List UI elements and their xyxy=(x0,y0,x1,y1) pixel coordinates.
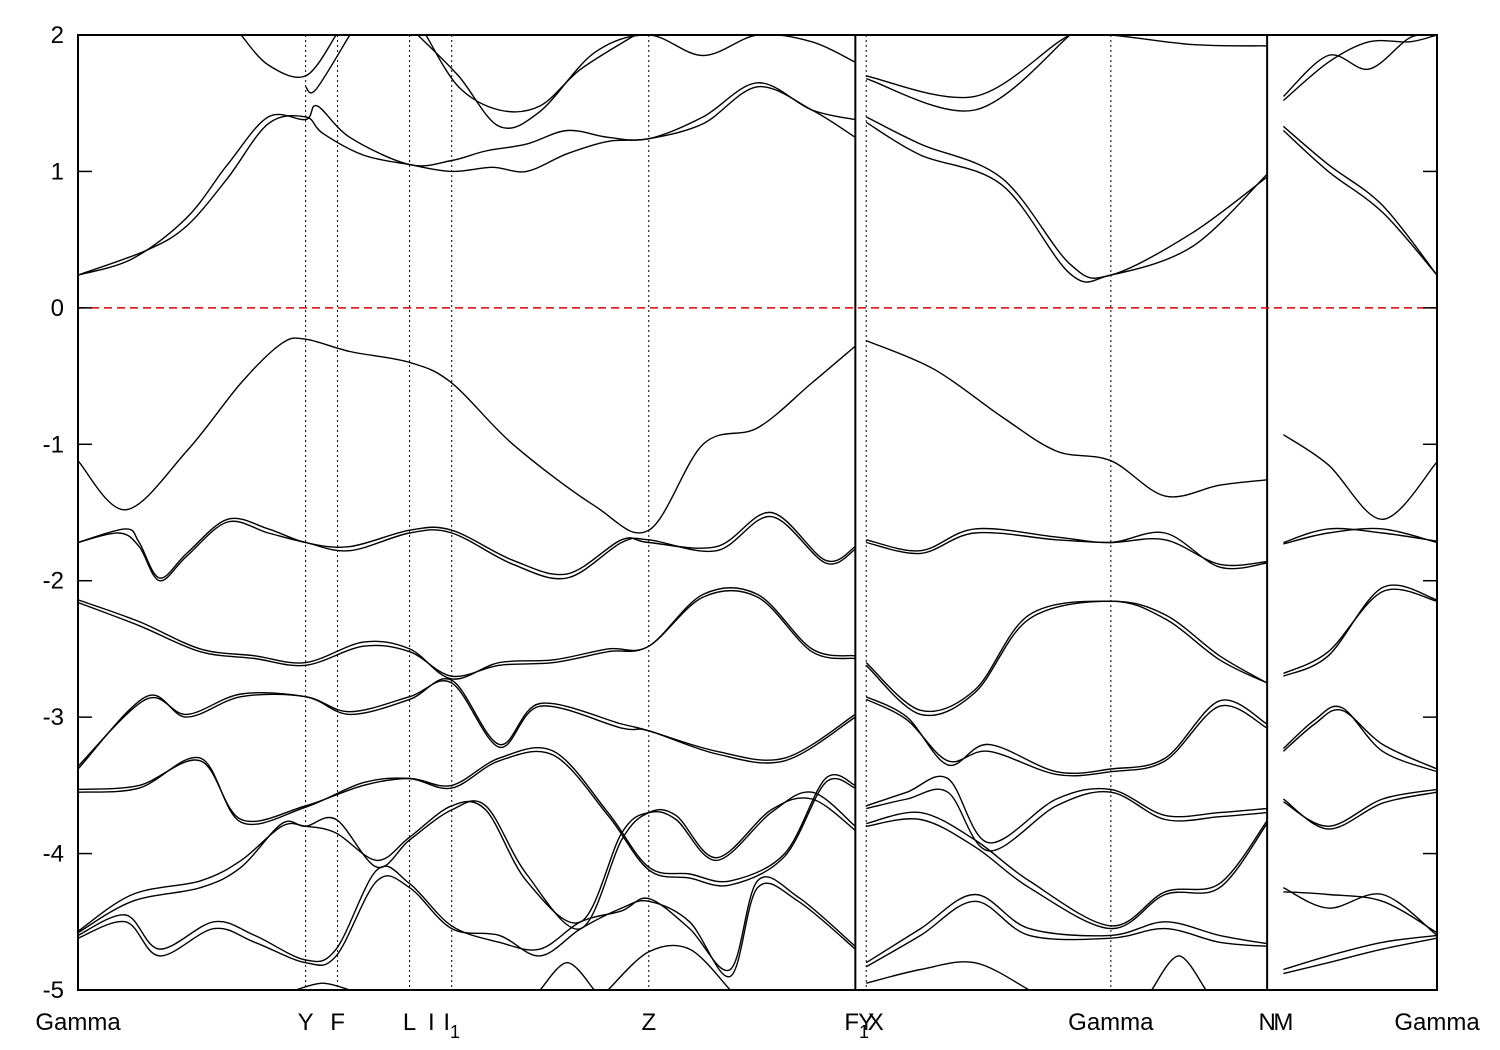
y-tick-label: -3 xyxy=(43,704,64,731)
band-line xyxy=(1283,588,1437,675)
kpoint-label: X xyxy=(868,1009,884,1036)
band-line xyxy=(78,515,856,582)
band-line xyxy=(866,527,1268,570)
band-line xyxy=(1283,527,1437,544)
band-line xyxy=(1283,887,1437,936)
band-line xyxy=(305,35,351,94)
band-line xyxy=(78,82,856,276)
band-line xyxy=(295,982,350,990)
band-line xyxy=(240,35,337,78)
band-line xyxy=(865,116,1268,279)
y-tick-label: -5 xyxy=(43,977,64,1004)
kpoint-label: Gamma xyxy=(1394,1009,1480,1036)
band-line xyxy=(865,900,1268,968)
kpoint-label: Z xyxy=(641,1009,656,1036)
kpoint-label: N xyxy=(1258,1009,1275,1036)
band-line xyxy=(1283,934,1437,971)
band-line xyxy=(1283,788,1437,828)
plot-frame xyxy=(77,34,1438,991)
band-line xyxy=(1283,434,1437,521)
y-tick-label: -1 xyxy=(43,431,64,458)
band-line xyxy=(866,961,1030,990)
band-line xyxy=(866,788,1268,852)
kpoint-label: I1 xyxy=(443,1009,460,1042)
band-line xyxy=(866,818,1268,930)
kpoint-label: L xyxy=(403,1009,416,1036)
y-tick-labels: 2 1 0 -1 -2 -3 -4 -5 xyxy=(43,22,64,1004)
band-line xyxy=(866,811,1268,927)
band-line xyxy=(78,587,856,680)
band-line xyxy=(865,339,1268,498)
band-line xyxy=(1282,35,1437,102)
band-line xyxy=(1151,955,1207,990)
band-line xyxy=(78,750,856,887)
band-line xyxy=(865,696,1268,775)
band-line xyxy=(78,797,856,934)
band-line xyxy=(865,893,1268,964)
y-tick-label: 0 xyxy=(51,295,64,322)
band-line xyxy=(866,35,1268,99)
band-line xyxy=(78,511,856,579)
band-line xyxy=(78,680,856,767)
band-line xyxy=(1283,937,1437,975)
band-line xyxy=(1282,35,1437,97)
y-tick-label: 2 xyxy=(51,22,64,49)
band-line xyxy=(417,35,856,129)
band-line xyxy=(865,698,1268,777)
band-line xyxy=(78,678,856,770)
band-line xyxy=(78,865,856,972)
band-line xyxy=(78,86,856,276)
band-line xyxy=(1282,125,1437,276)
band-line xyxy=(78,589,856,678)
kpoint-label: Y xyxy=(298,1009,314,1036)
band-line xyxy=(1282,129,1437,276)
kpoint-label: M xyxy=(1273,1009,1293,1036)
vertical-kpoint-lines xyxy=(305,35,1269,990)
kpoint-label: Y xyxy=(858,1009,874,1036)
band-line xyxy=(1282,708,1437,770)
band-line xyxy=(1282,705,1437,773)
kpoint-label: Gamma xyxy=(35,1009,121,1036)
band-line xyxy=(78,337,856,534)
band-line xyxy=(866,531,1268,567)
axis-ticks xyxy=(78,34,1437,991)
kpoint-label: F xyxy=(330,1009,345,1036)
band-line xyxy=(865,121,1268,283)
band-line xyxy=(78,791,856,932)
kpoint-label: Gamma xyxy=(1068,1009,1154,1036)
band-line xyxy=(866,35,1071,112)
y-tick-label: -4 xyxy=(43,841,64,868)
y-tick-label: 1 xyxy=(51,158,64,185)
band-line xyxy=(1283,584,1437,677)
band-line xyxy=(425,35,636,113)
y-tick-label: -2 xyxy=(43,568,64,595)
band-lines xyxy=(78,35,1437,990)
band-line xyxy=(865,600,1268,713)
band-line xyxy=(865,775,1268,844)
band-line xyxy=(539,961,595,990)
band-line xyxy=(78,875,856,978)
band-line xyxy=(1282,791,1437,830)
kpoint-label: I xyxy=(428,1009,435,1036)
band-line xyxy=(1283,891,1437,934)
band-line xyxy=(607,944,731,990)
band-line xyxy=(865,600,1268,717)
band-line xyxy=(78,747,856,883)
